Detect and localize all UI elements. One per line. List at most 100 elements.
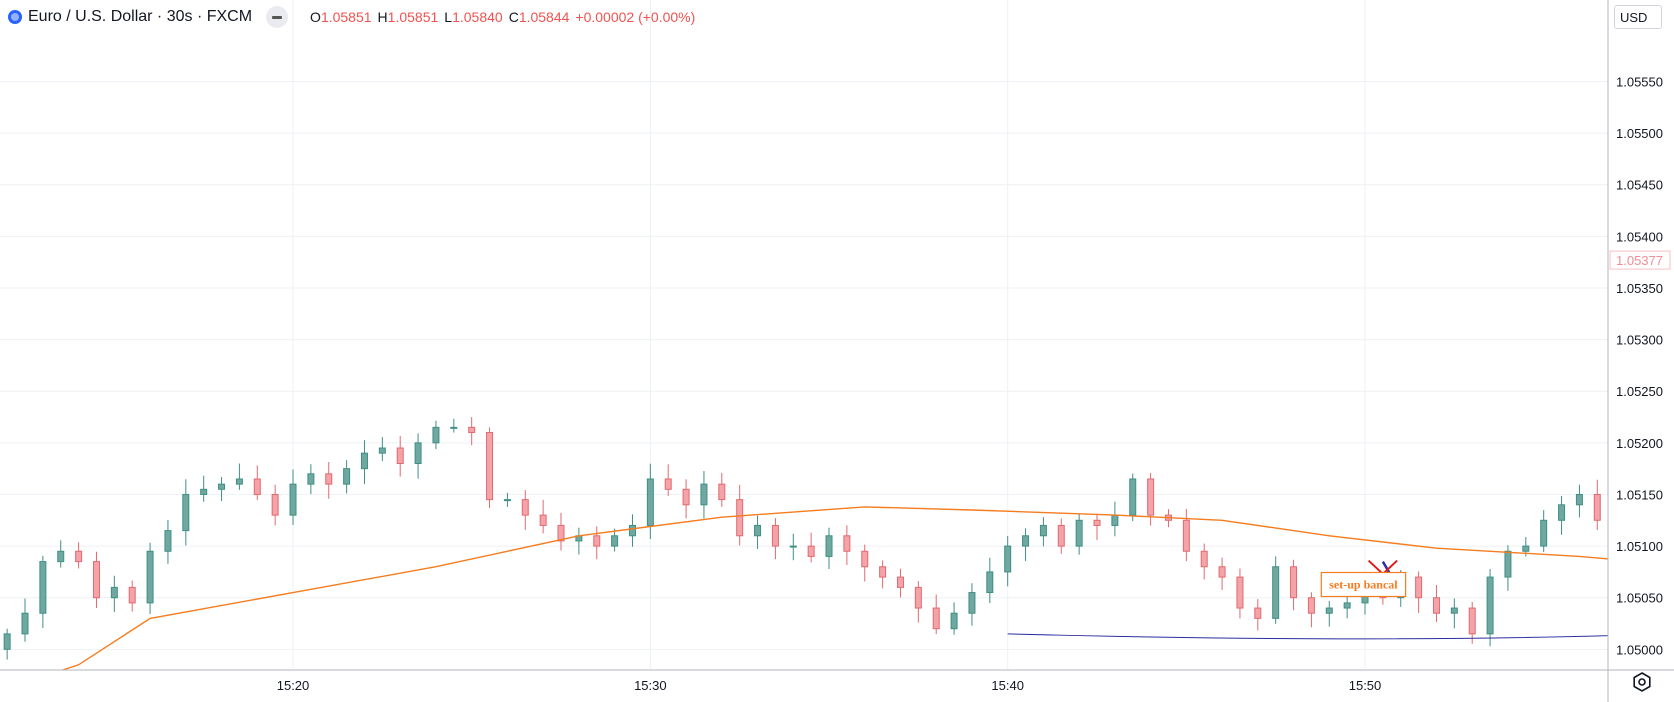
candle (1593, 479, 1601, 531)
candle (1111, 501, 1119, 537)
candle (1558, 495, 1566, 535)
candle-body-up (218, 483, 226, 490)
candle (1272, 556, 1280, 624)
candle (1147, 472, 1155, 526)
close-label: C (508, 9, 519, 25)
candle-body-down (664, 478, 672, 490)
candle-body-up (289, 483, 297, 516)
candle (1200, 543, 1208, 580)
candle-body-up (700, 483, 708, 506)
candle-body-down (771, 524, 779, 547)
candle-body-up (950, 612, 958, 630)
candle (521, 490, 529, 530)
candle (736, 484, 744, 546)
candle-body-up (235, 478, 243, 485)
candle-body-up (1039, 524, 1047, 537)
candle-body-up (164, 530, 172, 552)
candle-body-down (486, 432, 494, 501)
candle (825, 527, 833, 570)
candle-body-down (396, 447, 404, 464)
candle (1540, 510, 1548, 553)
candle (539, 499, 547, 534)
candle (110, 575, 118, 613)
candle-body-up (1558, 504, 1566, 521)
candle-body-up (1075, 519, 1083, 547)
price-tick-label: 1.05050 (1616, 591, 1663, 606)
candle-body-up (1129, 478, 1137, 516)
candle-body-down (1093, 519, 1101, 526)
candle (21, 598, 29, 642)
candle-body-down (1307, 597, 1315, 614)
candle (914, 581, 922, 623)
candle-body-down (718, 483, 726, 501)
candle-body-up (182, 493, 190, 532)
time-tick-label: 15:20 (277, 678, 310, 693)
candle-body-down (1200, 550, 1208, 568)
candle-body-up (986, 571, 994, 594)
candle (1093, 514, 1101, 540)
price-tick-label: 1.05400 (1616, 229, 1663, 244)
candle (253, 465, 261, 500)
price-tick-label: 1.05200 (1616, 436, 1663, 451)
candle (486, 427, 494, 508)
candle (1254, 599, 1262, 631)
candle-body-down (1147, 478, 1155, 516)
candle-body-down (843, 535, 851, 552)
candle (807, 532, 815, 563)
candle (396, 436, 404, 477)
candle-body-up (503, 499, 511, 502)
candle-body-down (1254, 607, 1262, 619)
candle (218, 477, 226, 502)
candle (360, 440, 368, 485)
collapse-legend-button[interactable] (266, 6, 289, 28)
candle (307, 464, 315, 495)
trendline-curve (1007, 633, 1674, 640)
candle-body-down (253, 478, 261, 495)
candle-body-down (736, 499, 744, 537)
candle-body-down (879, 566, 887, 578)
candle (128, 580, 136, 612)
candle (289, 469, 297, 526)
candle (92, 551, 100, 609)
chart-settings-icon[interactable] (1632, 672, 1652, 692)
candle-body-up (39, 561, 47, 614)
low-value: 1.05840 (452, 9, 503, 25)
candle-body-down (75, 550, 83, 563)
candle (932, 594, 940, 635)
candle-body-up (1325, 607, 1333, 614)
price-tick-label: 1.05100 (1616, 539, 1663, 554)
time-axis-panel (0, 670, 1674, 702)
candle (1450, 598, 1458, 629)
time-tick-label: 15:40 (991, 678, 1024, 693)
candle-body-up (57, 550, 65, 563)
candle-body-down (932, 607, 940, 630)
candle (1468, 601, 1476, 644)
candle (575, 527, 583, 555)
symbol-header: Euro / U.S. Dollar · 30s · FXCM O 1.05851… (8, 6, 695, 28)
candle (39, 555, 47, 629)
candle (628, 514, 636, 547)
price-tick-label: 1.05450 (1616, 178, 1663, 193)
candle (1236, 568, 1244, 619)
candle (1575, 484, 1583, 518)
candle-body-up (754, 524, 762, 537)
currency-selector[interactable]: USD (1614, 5, 1662, 29)
candle (611, 528, 619, 552)
candle (646, 463, 654, 540)
candle-body-down (1057, 524, 1065, 547)
candle (57, 540, 65, 568)
candle-body-up (1540, 519, 1548, 547)
candle-body-up (789, 545, 797, 548)
candle-body-up (1575, 493, 1583, 506)
low-label: L (444, 9, 453, 25)
open-value: 1.05851 (320, 9, 372, 25)
close-value: 1.05844 (518, 9, 570, 25)
price-tick-label: 1.05000 (1616, 642, 1663, 657)
candle-body-up (1111, 514, 1119, 526)
symbol-title[interactable]: Euro / U.S. Dollar · 30s · FXCM (28, 8, 253, 25)
candle (968, 583, 976, 626)
candle-body-up (21, 612, 29, 635)
candle (682, 479, 690, 519)
annotation-label-box (1320, 571, 1407, 598)
